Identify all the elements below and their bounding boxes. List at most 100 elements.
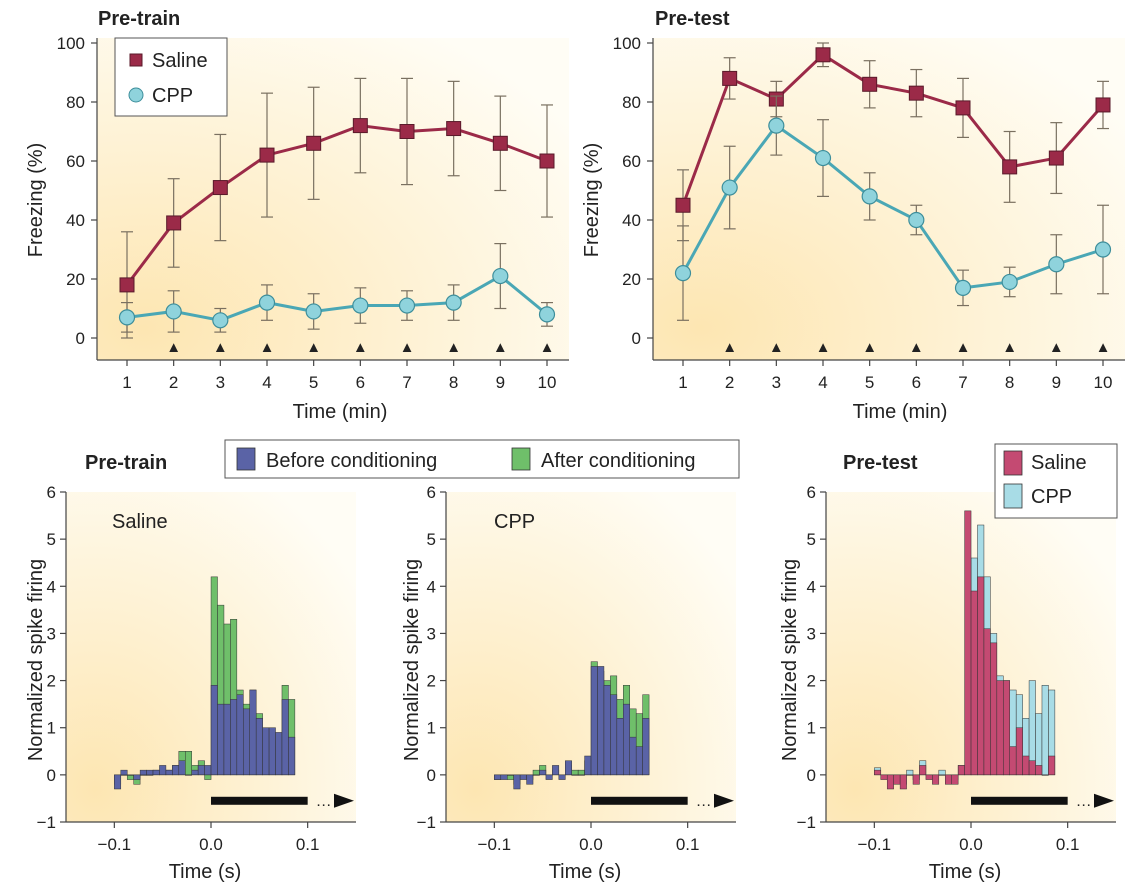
y-tick-label: 3: [427, 624, 436, 643]
before-conditioning-bar: [526, 774, 534, 785]
x-tick-label: 3: [216, 373, 225, 392]
x-tick-label: 7: [958, 373, 967, 392]
shock-arrow-marker: ▲: [1049, 339, 1064, 356]
saline-hist-ylabel: Normalized spike firing: [25, 559, 47, 761]
x-tick-label: 2: [169, 373, 178, 392]
legend-box: [224, 439, 740, 479]
cpp-point: [1001, 273, 1018, 291]
cpp-bar: [906, 769, 914, 776]
pretrain-title: Pre-train: [98, 8, 180, 30]
shock-arrow-marker: ▲: [166, 339, 181, 356]
y-tick-label: 6: [427, 483, 436, 502]
saline-bar: [886, 774, 894, 790]
before-conditioning-bar: [210, 685, 218, 776]
after-conditioning-bar: [532, 769, 540, 776]
saline-point: [539, 153, 555, 169]
before-conditioning-bar: [513, 774, 521, 790]
before-conditioning-bar: [236, 694, 244, 776]
before-conditioning-bar: [243, 708, 250, 776]
cpp-point: [908, 211, 925, 229]
cpp-hist-xlabel: Time (s): [549, 861, 622, 883]
x-tick-label: 0.1: [1056, 835, 1080, 854]
after-conditioning-bar: [571, 769, 579, 776]
before-conditioning-bar: [139, 769, 147, 776]
saline-bar: [932, 774, 940, 785]
saline-point: [352, 118, 368, 134]
x-tick-label: 4: [262, 373, 271, 392]
after-conditioning-bar: [577, 769, 585, 776]
saline-bar: [1003, 680, 1010, 776]
before-conditioning-bar: [506, 774, 514, 776]
cpp-point: [445, 294, 462, 311]
before-conditioning-bar: [152, 769, 160, 776]
legend-box: [114, 37, 228, 117]
y-tick-label: 60: [66, 152, 85, 171]
ellipsis-mark: …: [316, 793, 332, 810]
saline-point: [1048, 150, 1064, 166]
pretrain-ylabel: Freezing (%): [25, 143, 47, 257]
cpp-point: [398, 297, 416, 314]
ellipsis-mark: …: [696, 793, 712, 810]
before-conditioning-bar: [223, 703, 231, 776]
time-arrowhead: [714, 793, 734, 808]
before-conditioning-bar: [616, 718, 624, 776]
before-conditioning-bar: [597, 666, 605, 776]
x-tick-label: 4: [818, 373, 827, 392]
time-arrowhead: [1094, 793, 1114, 808]
x-tick-label: 3: [772, 373, 781, 392]
cpp-legend-marker: [128, 87, 144, 103]
saline-bar: [899, 774, 907, 790]
x-tick-label: 0.1: [676, 835, 700, 854]
before-conditioning-bar: [249, 689, 257, 776]
y-tick-label: 40: [66, 211, 85, 230]
x-tick-label: 5: [865, 373, 874, 392]
shock-arrow-marker: ▲: [956, 339, 971, 356]
saline-point: [722, 70, 738, 86]
cpp-point: [352, 297, 369, 314]
before-conditioning-bar: [558, 774, 566, 780]
shock-arrow-marker: ▲: [1096, 339, 1111, 356]
x-tick-label: 0.0: [199, 835, 223, 854]
before-conditioning-bar: [185, 774, 192, 776]
stimulus-bar: [591, 796, 688, 805]
before-conditioning-bar: [262, 727, 270, 776]
shock-arrow-marker: ▲: [909, 339, 924, 356]
x-tick-label: 10: [538, 373, 557, 392]
before-conditioning-bar: [268, 727, 276, 776]
saline-legend-swatch: [1003, 450, 1023, 476]
cpp-bar: [1041, 685, 1049, 776]
cpp-point: [861, 188, 878, 205]
saline-bar: [925, 774, 933, 780]
cpp-point: [721, 179, 738, 196]
shock-arrow-marker: ▲: [769, 339, 784, 356]
x-tick-label: 9: [1052, 373, 1061, 392]
cpp-point: [212, 312, 229, 329]
shock-arrow-marker: ▲: [493, 339, 508, 356]
after-conditioning-bar: [185, 751, 192, 776]
y-tick-label: 100: [57, 34, 85, 53]
before-conditioning-bar: [275, 732, 283, 776]
saline-point: [815, 47, 831, 63]
time-arrowhead: [334, 793, 354, 808]
cpp-line: [126, 274, 548, 322]
cpp-point: [165, 303, 182, 320]
saline-point: [119, 277, 135, 293]
legend-saline-label: Saline: [152, 50, 208, 72]
saline-bar: [874, 769, 882, 776]
before-conditioning-bar: [133, 774, 141, 780]
saline-bar: [1035, 765, 1043, 776]
y-tick-label: 3: [47, 624, 56, 643]
x-tick-label: 1: [678, 373, 687, 392]
before-conditioning-bar: [571, 774, 579, 776]
legend-conditioning: Before conditioning After conditioning: [224, 439, 740, 479]
pretrain-xlabel: Time (min): [293, 401, 388, 423]
legend-pretrain: Saline CPP: [114, 37, 228, 117]
before-conditioning-bar: [500, 774, 508, 780]
y-tick-label: 4: [47, 577, 56, 596]
before-conditioning-bar: [532, 774, 540, 776]
saline-point: [212, 180, 228, 196]
x-tick-label: −0.1: [98, 835, 132, 854]
shock-arrow-marker: ▲: [722, 339, 737, 356]
cpp-point: [1094, 241, 1112, 258]
